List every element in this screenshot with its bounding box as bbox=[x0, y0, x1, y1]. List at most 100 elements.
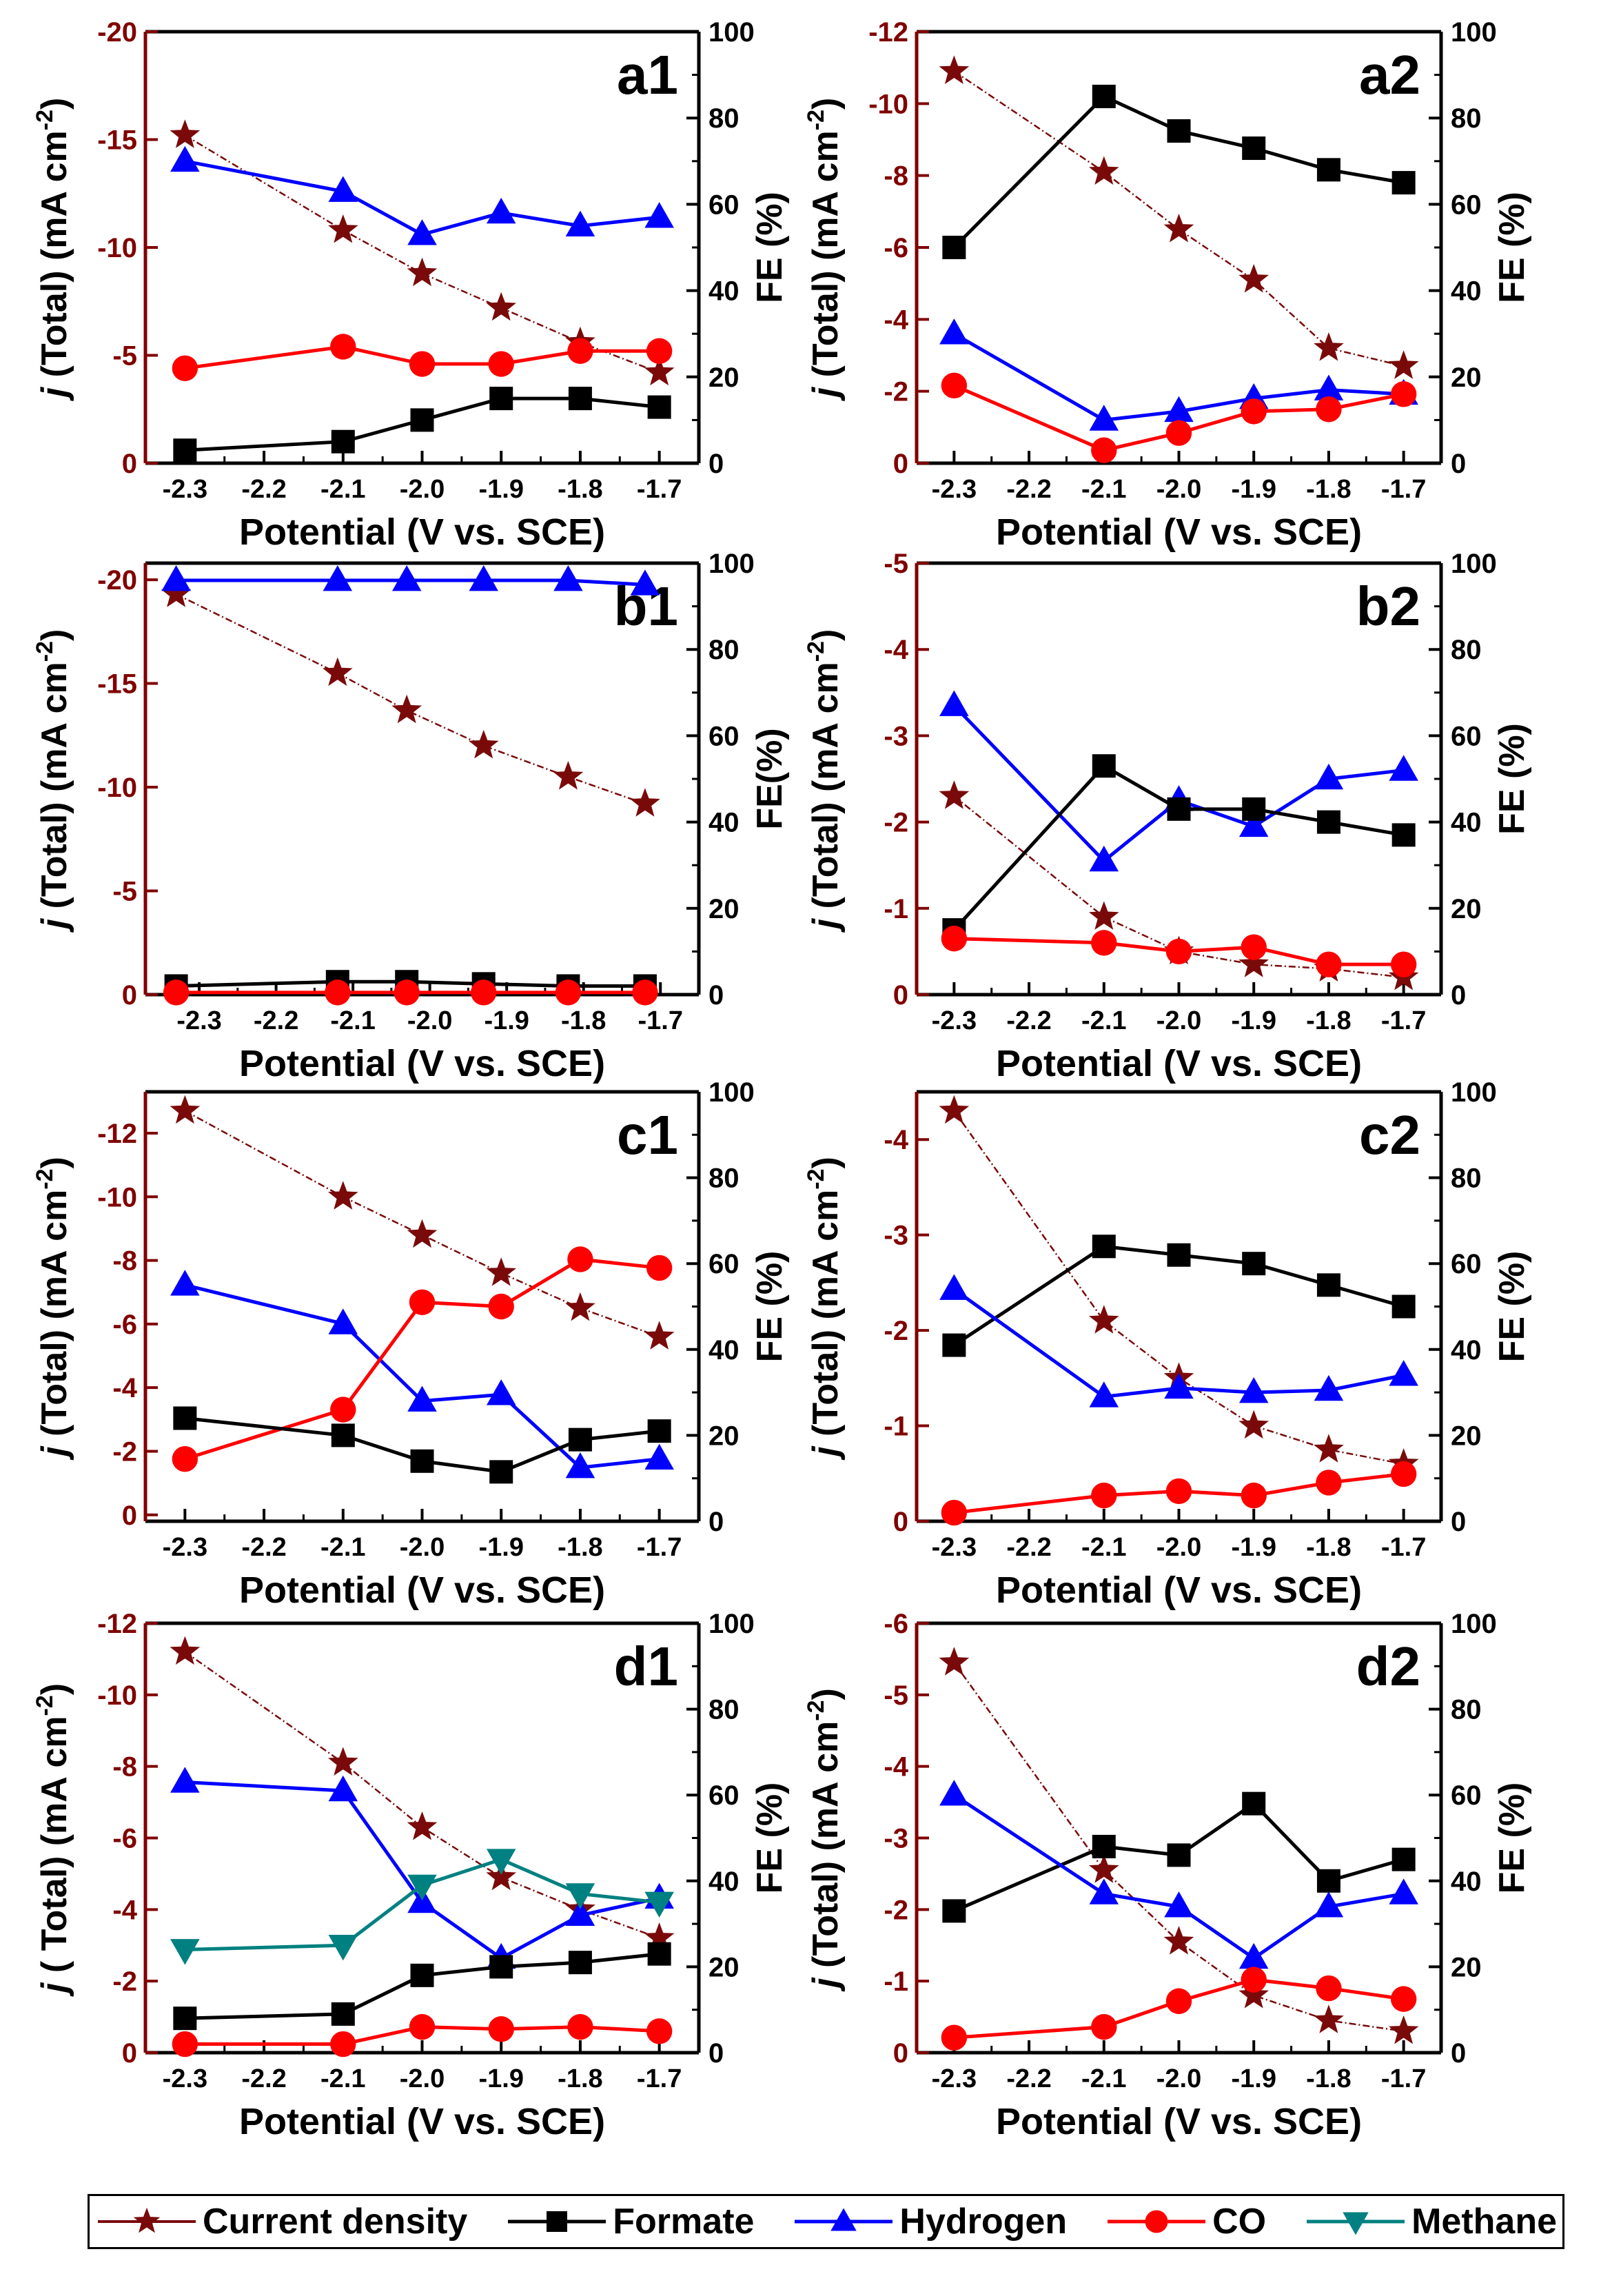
data-point-formate bbox=[1167, 1243, 1191, 1267]
x-tick-label: -2.3 bbox=[163, 1533, 207, 1562]
x-tick-label: -2.0 bbox=[1156, 1533, 1201, 1562]
y2-axis-label: FE (%) bbox=[1492, 723, 1532, 835]
data-point-current bbox=[407, 1811, 438, 1840]
data-point-formate bbox=[1316, 1869, 1340, 1893]
data-point-current bbox=[644, 1321, 675, 1350]
data-point-formate bbox=[331, 429, 355, 454]
data-point-formate bbox=[647, 1419, 671, 1443]
data-point-formate bbox=[1167, 1843, 1191, 1867]
series-formate bbox=[173, 387, 671, 463]
data-point-hydrogen bbox=[1314, 1374, 1344, 1401]
data-point-co bbox=[1165, 420, 1192, 446]
series-formate bbox=[173, 1406, 671, 1484]
y2-tick-label: 0 bbox=[708, 1507, 724, 1537]
y-axis-label: j (Total) (mA cm-2) bbox=[32, 98, 74, 402]
series-line-current bbox=[953, 70, 1404, 367]
y-tick-label: -2 bbox=[112, 1967, 137, 1997]
y-axis-label-sup: -2 bbox=[803, 1168, 829, 1189]
y-axis-label-main: (Total) (mA cm bbox=[34, 662, 74, 919]
y-tick-label: -2 bbox=[884, 808, 908, 838]
series-line-hydrogen bbox=[176, 578, 646, 587]
data-point-current bbox=[407, 257, 438, 287]
data-point-co bbox=[172, 2031, 198, 2058]
data-point-formate bbox=[942, 1333, 966, 1357]
data-point-formate bbox=[173, 1406, 197, 1430]
data-point-current bbox=[1238, 1980, 1269, 2009]
data-point-current bbox=[407, 1219, 438, 1248]
panel-c2: -2.3 -2.2 -2.1 -2.0 -1.9 -1.8 -1.7 0 -1 -2 -3 -4 0 20… bbox=[803, 1077, 1532, 1611]
data-point-co bbox=[394, 979, 420, 1006]
data-point-co bbox=[1316, 951, 1342, 977]
y2-tick-label: 60 bbox=[708, 1249, 740, 1279]
series-current bbox=[170, 1095, 675, 1350]
x-axis-label: Potential (V vs. SCE) bbox=[996, 1043, 1362, 1084]
data-point-current bbox=[1314, 2004, 1344, 2033]
data-point-hydrogen bbox=[1089, 1381, 1119, 1408]
y-tick-label: -4 bbox=[884, 305, 908, 335]
data-point-current bbox=[170, 1636, 201, 1665]
x-tick-label: -1.8 bbox=[558, 475, 602, 504]
y2-tick-label: 0 bbox=[1451, 980, 1466, 1010]
y-axis-label: j (Total) (mA cm-2) bbox=[32, 1157, 74, 1461]
x-tick-label: -2.2 bbox=[1006, 2064, 1051, 2093]
x-tick-label: -2.1 bbox=[1081, 2064, 1126, 2093]
data-point-co bbox=[941, 372, 968, 399]
series-line-formate bbox=[176, 979, 645, 988]
x-tick-label: -2.0 bbox=[407, 1006, 452, 1035]
y-tick-label: -20 bbox=[97, 17, 137, 48]
y2-axis-label: FE(%) bbox=[750, 728, 790, 829]
data-point-hydrogen bbox=[1314, 763, 1344, 790]
y2-tick-label: 80 bbox=[1451, 1695, 1482, 1725]
y-tick-label: -2 bbox=[884, 1316, 908, 1346]
data-point-current bbox=[939, 780, 970, 809]
data-point-hydrogen bbox=[1164, 1891, 1194, 1918]
y-axis-label: j (Total) (mA cm-2) bbox=[803, 1688, 846, 1992]
y-tick-label: -12 bbox=[97, 1119, 137, 1149]
series-co bbox=[172, 1246, 673, 1472]
series-current bbox=[939, 55, 1419, 379]
panel-d2: -2.3 -2.2 -2.1 -2.0 -1.9 -1.8 -1.7 0 -1 -2 -3 -4 -5 -… bbox=[803, 1609, 1532, 2142]
data-point-formate bbox=[1242, 797, 1266, 821]
x-tick-label: -2.0 bbox=[400, 475, 445, 504]
square-marker-icon bbox=[508, 2211, 606, 2232]
data-point-co bbox=[941, 925, 968, 952]
series-line-formate bbox=[185, 396, 660, 452]
y-tick-label: -2 bbox=[884, 1895, 908, 1925]
data-point-co bbox=[1091, 2013, 1117, 2040]
series-line-formate bbox=[185, 1952, 660, 2020]
data-point-current bbox=[323, 657, 353, 687]
data-point-formate bbox=[568, 1951, 592, 1975]
y-axis-label-sup: -2 bbox=[32, 1168, 58, 1189]
y-axis-label-sup: -2 bbox=[803, 641, 829, 662]
data-point-current bbox=[939, 55, 970, 84]
series-current bbox=[161, 578, 660, 817]
y-tick-label: -15 bbox=[97, 125, 137, 156]
panel-d1: -2.3 -2.2 -2.1 -2.0 -1.9 -1.8 -1.7 0 -2 -4 -6 -8 -10… bbox=[32, 1609, 790, 2142]
y-axis-label: j (Total) (mA cm-2) bbox=[803, 98, 846, 402]
panel-b1: -2.3 -2.2 -2.1 -2.0 -1.9 -1.8 -1.70-5-10-15-20… bbox=[32, 549, 790, 1084]
x-axis-label: Potential (V vs. SCE) bbox=[996, 511, 1362, 553]
y-tick-label: -3 bbox=[884, 1824, 908, 1854]
data-point-co bbox=[1091, 930, 1117, 956]
series-line-co bbox=[185, 345, 660, 370]
data-point-current bbox=[1089, 156, 1119, 185]
x-axis-label: Potential (V vs. SCE) bbox=[239, 1569, 605, 1611]
y-tick-label: -4 bbox=[884, 635, 908, 665]
y2-tick-label: 20 bbox=[708, 1952, 740, 1982]
y2-tick-label: 40 bbox=[1451, 1335, 1482, 1365]
y2-tick-label: 40 bbox=[708, 808, 740, 838]
y-tick-label: -1 bbox=[884, 894, 908, 924]
data-point-hydrogen bbox=[553, 565, 583, 591]
data-point-current bbox=[630, 788, 660, 817]
x-tick-label: -2.1 bbox=[320, 2064, 365, 2093]
data-point-co bbox=[1165, 1988, 1192, 2014]
data-point-formate bbox=[1316, 158, 1340, 182]
series-hydrogen bbox=[939, 318, 1418, 431]
series-co bbox=[172, 2013, 673, 2058]
y-tick-label: -5 bbox=[112, 341, 137, 372]
x-tick-label: -1.7 bbox=[637, 1533, 682, 1562]
data-point-co bbox=[330, 334, 356, 360]
y-tick-label: -5 bbox=[884, 549, 908, 579]
panel-a1: -2.3 -2.2 -2.1 -2.0 -1.9 -1.8 -1.70-5-10-15-20… bbox=[32, 17, 790, 553]
data-point-methane bbox=[565, 1883, 595, 1909]
